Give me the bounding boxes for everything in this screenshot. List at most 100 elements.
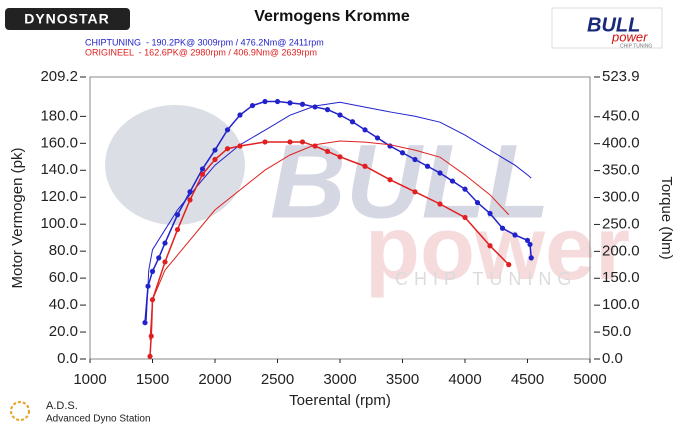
y-tick-label: 160.0 <box>40 134 78 151</box>
y2-tick-label: 200.0 <box>602 242 640 259</box>
y-tick-label: 120.0 <box>40 188 78 205</box>
y-tick-label: 180.0 <box>40 107 78 124</box>
data-point <box>499 225 506 231</box>
data-point <box>262 139 268 145</box>
data-point <box>224 146 231 152</box>
y2-tick-label: 300.0 <box>602 188 640 205</box>
y2-tick-label: 400.0 <box>602 135 640 152</box>
bull-logo-text: BULL <box>587 14 640 36</box>
y-tick-label: 20.0 <box>49 323 78 340</box>
data-point <box>487 243 493 249</box>
series-line <box>149 140 510 341</box>
watermark-chip-text: CHIP TUNING <box>395 269 577 289</box>
y-axis-label: Motor Vermogen (pk) <box>9 148 26 289</box>
data-point <box>156 255 162 261</box>
data-point <box>324 107 331 113</box>
data-point <box>512 232 518 238</box>
y2-tick-label: 523.9 <box>602 68 640 85</box>
data-point <box>337 154 343 160</box>
x-tick-label: 2000 <box>198 371 231 388</box>
data-point <box>162 259 168 265</box>
y-tick-label: 60.0 <box>49 269 78 286</box>
data-point <box>147 353 153 359</box>
y-tick-label: 80.0 <box>49 242 78 259</box>
data-point <box>449 178 456 184</box>
data-point <box>299 101 306 107</box>
y2-tick-label: 250.0 <box>602 215 640 232</box>
dynostar-text: DYNOSTAR <box>24 11 110 27</box>
data-point <box>412 189 418 195</box>
data-point <box>424 163 431 169</box>
x-tick-label: 5000 <box>573 371 606 388</box>
data-point <box>506 262 512 268</box>
data-point <box>399 150 406 156</box>
data-point <box>374 135 381 141</box>
series-line <box>144 100 532 323</box>
data-point <box>387 177 393 183</box>
y2-tick-label: 150.0 <box>602 269 640 286</box>
data-point <box>362 127 368 133</box>
ads-text: A.D.S. <box>46 400 78 412</box>
data-point <box>262 98 268 105</box>
y-tick-label: 40.0 <box>49 296 78 313</box>
y2-tick-label: 450.0 <box>602 108 640 125</box>
data-point <box>437 170 443 176</box>
data-point <box>199 166 206 172</box>
x-tick-label: 4000 <box>448 371 481 388</box>
data-point <box>299 139 306 145</box>
legend-entry: ORIGINEEL - 162.6PK@ 2980rpm / 406.9Nm@ … <box>85 47 317 57</box>
series-line <box>145 101 532 321</box>
data-point <box>412 156 418 163</box>
data-point <box>474 200 481 206</box>
data-point <box>274 98 281 105</box>
dynostar-logo <box>5 8 130 30</box>
y-tick-label: 209.2 <box>40 68 78 85</box>
data-point <box>199 171 206 177</box>
data-point <box>287 139 293 145</box>
data-point <box>237 112 243 118</box>
x-tick-label: 3500 <box>386 371 419 388</box>
watermark: BULL power CHIP TUNING <box>105 105 630 299</box>
data-point <box>149 268 156 274</box>
data-point <box>324 148 331 155</box>
x-tick-label: 1500 <box>136 371 169 388</box>
ads-full-text: Advanced Dyno Station <box>46 414 151 425</box>
y2-axis-label: Torque (Nm) <box>658 176 675 259</box>
chart-title: Vermogens Kromme <box>254 8 410 25</box>
data-point <box>527 241 533 248</box>
data-point <box>187 197 193 203</box>
y2-tick-label: 350.0 <box>602 162 640 179</box>
x-axis-label: Toerental (rpm) <box>289 392 391 409</box>
data-point <box>162 240 168 246</box>
ads-logo <box>10 401 30 421</box>
y-tick-label: 100.0 <box>40 215 78 232</box>
watermark-bull <box>105 105 245 225</box>
data-point <box>349 119 356 125</box>
data-point <box>142 320 148 326</box>
watermark-bull-text: BULL <box>270 124 550 241</box>
power-logo-text: power <box>611 29 648 44</box>
data-point <box>362 163 368 169</box>
data-point <box>237 143 243 149</box>
data-point <box>462 214 468 221</box>
data-point <box>174 212 181 218</box>
data-point <box>212 156 218 163</box>
data-point <box>287 100 293 106</box>
y2-tick-label: 50.0 <box>602 323 631 340</box>
y-tick-label: 0.0 <box>57 350 78 367</box>
y2-tick-label: 0.0 <box>602 350 623 367</box>
data-point <box>487 210 493 217</box>
y-tick-label: 140.0 <box>40 161 78 178</box>
data-point <box>224 127 231 133</box>
x-tick-label: 4500 <box>511 371 544 388</box>
data-point <box>249 102 256 109</box>
chip-logo-text: CHIP TUNING <box>620 43 652 49</box>
data-point <box>524 237 531 243</box>
legend-entry: CHIPTUNING - 190.2PK@ 3009rpm / 476.2Nm@… <box>85 37 324 47</box>
x-tick-label: 2500 <box>261 371 294 388</box>
data-point <box>337 112 343 118</box>
data-point <box>437 201 443 207</box>
data-point <box>187 189 193 195</box>
x-tick-label: 1000 <box>73 371 106 388</box>
